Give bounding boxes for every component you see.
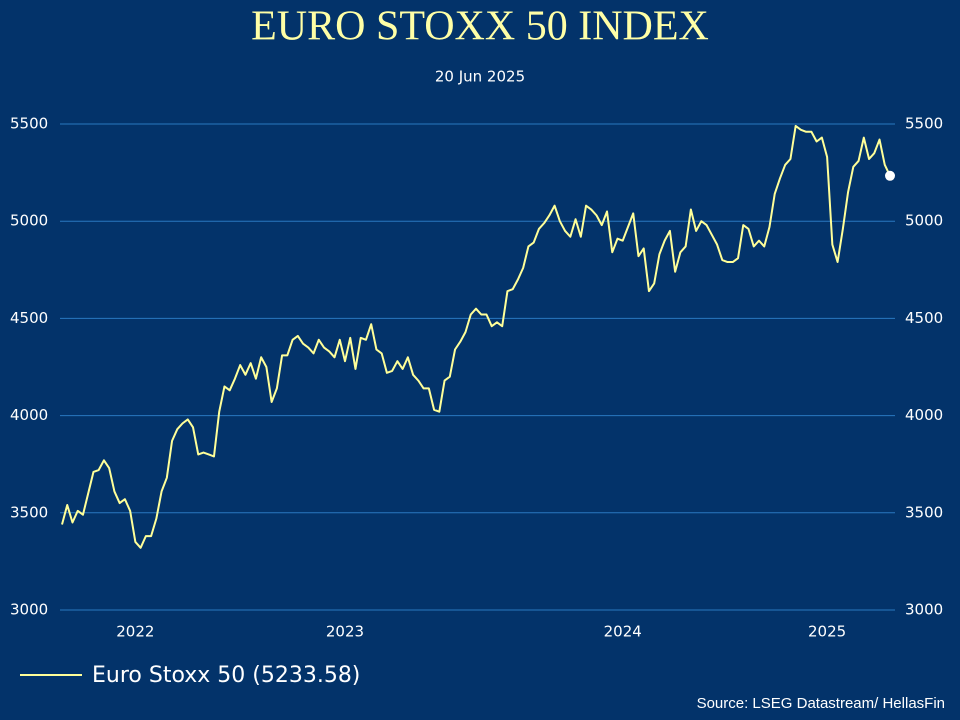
x-tick-label: 2025 <box>808 623 846 641</box>
y2-tick-label: 5500 <box>905 115 943 133</box>
y2-tick-label: 3500 <box>905 503 943 521</box>
y-tick-label: 5000 <box>10 212 48 230</box>
line-series <box>61 124 891 549</box>
y-tick-label: 3500 <box>10 503 48 521</box>
y2-tick-label: 3000 <box>905 601 943 619</box>
y-tick-label: 4500 <box>10 309 48 327</box>
chart-subtitle: 20 Jun 2025 <box>435 68 525 86</box>
x-tick-label: 2024 <box>604 623 642 641</box>
y-tick-label: 3000 <box>10 601 48 619</box>
last-point-marker <box>885 170 895 181</box>
y-tick-label: 5500 <box>10 115 48 133</box>
y2-tick-label: 4500 <box>905 309 943 327</box>
y2-tick-label: 5000 <box>905 212 943 230</box>
legend-label: Euro Stoxx 50 (5233.58) <box>92 663 360 688</box>
x-tick-label: 2022 <box>116 623 154 641</box>
source-note: Source: LSEG Datastream/ HellasFin <box>697 695 945 712</box>
y2-tick-label: 4000 <box>905 406 943 424</box>
x-tick-label: 2023 <box>326 623 364 641</box>
y-tick-label: 4000 <box>10 406 48 424</box>
chart-title: EURO STOXX 50 INDEX <box>251 4 709 50</box>
